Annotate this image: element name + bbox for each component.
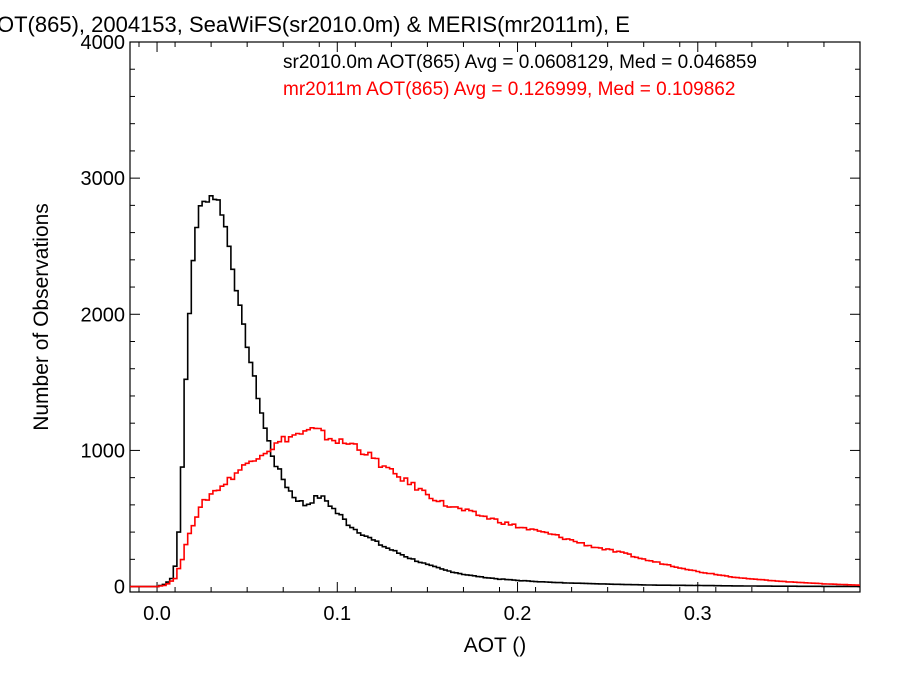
y-tick-label: 3000 xyxy=(81,168,126,190)
series-line-mr2011m xyxy=(130,427,860,588)
x-tick-label: 0.1 xyxy=(323,603,351,625)
plot-frame xyxy=(129,41,861,593)
series-line-sr2010.0m xyxy=(130,195,860,588)
axis-tick-labels: 0.0 0.1 0.2 0.3 0 1000 2000 3000 4000 xyxy=(81,32,712,625)
x-tick-label: 0.2 xyxy=(504,603,532,625)
x-tick-label: 0.3 xyxy=(684,603,712,625)
x-tick-label: 0.0 xyxy=(143,603,171,625)
x-axis-title: AOT () xyxy=(464,634,527,657)
legend-series-1-stats: sr2010.0m AOT(865) Avg = 0.0608129, Med … xyxy=(283,52,757,73)
chart-title: OT(865), 2004153, SeaWiFS(sr2010.0m) & M… xyxy=(0,12,630,37)
series-lines xyxy=(130,195,860,588)
y-axis-title: Number of Observations xyxy=(30,203,53,431)
legend-series-2-stats: mr2011m AOT(865) Avg = 0.126999, Med = 0… xyxy=(283,79,735,100)
y-tick-label: 2000 xyxy=(81,304,126,326)
y-tick-label: 0 xyxy=(114,577,125,599)
y-tick-label: 1000 xyxy=(81,440,126,462)
axis-ticks xyxy=(130,41,861,592)
y-tick-label: 4000 xyxy=(81,32,126,54)
